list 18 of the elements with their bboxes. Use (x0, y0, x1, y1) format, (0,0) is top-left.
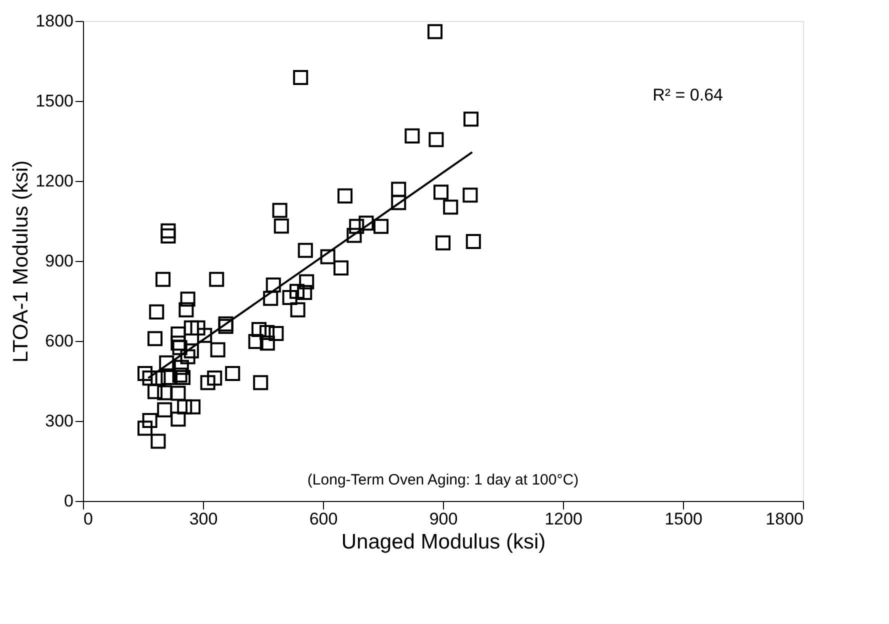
x-tick-label: 1800 (766, 510, 804, 528)
y-tick-label: 1200 (36, 172, 74, 190)
y-tick-label: 1500 (36, 92, 74, 110)
y-axis-title: LTOA-1 Modulus (ksi) (10, 160, 33, 363)
y-tick-label: 1800 (36, 12, 74, 30)
x-tick-label: 0 (84, 510, 93, 528)
y-tick-label: 600 (45, 332, 74, 350)
x-tick-label: 1200 (544, 510, 582, 528)
y-tick-label: 300 (45, 412, 74, 430)
x-tick-label: 600 (309, 510, 338, 528)
x-tick-label: 900 (429, 510, 458, 528)
annotation: (Long-Term Oven Aging: 1 day at 100°C) (307, 471, 579, 488)
x-axis-title: Unaged Modulus (ksi) (341, 530, 546, 554)
y-tick-label: 0 (64, 492, 74, 510)
y-tick-label: 900 (45, 252, 74, 270)
x-tick-label: 300 (189, 510, 218, 528)
annotation: R² = 0.64 (652, 85, 724, 104)
x-tick-label: 1500 (664, 510, 702, 528)
